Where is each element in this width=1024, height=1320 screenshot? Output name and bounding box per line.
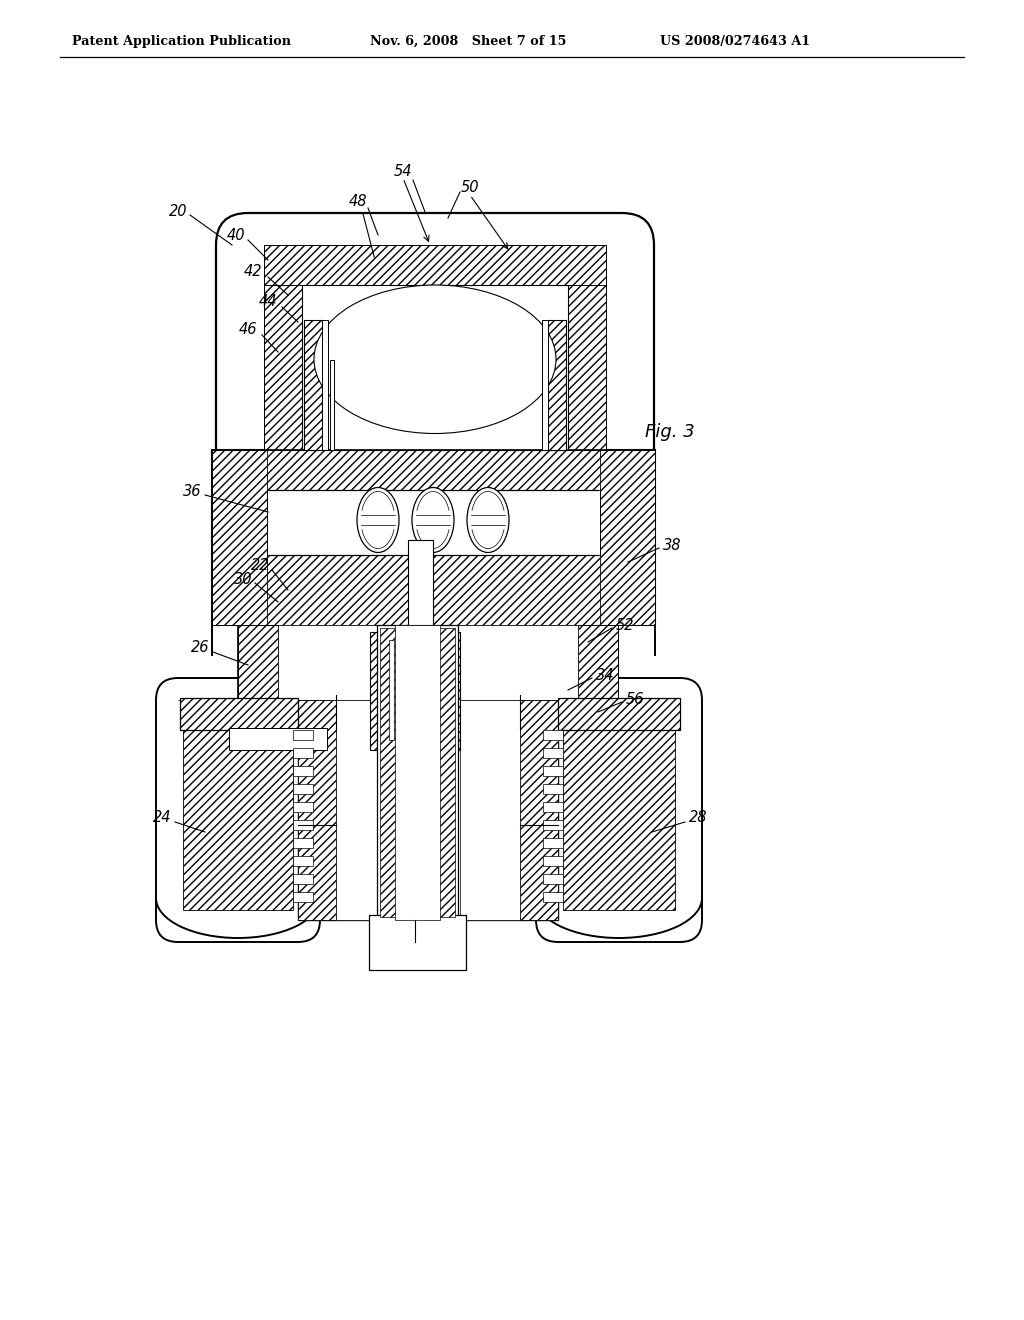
Polygon shape <box>293 784 313 795</box>
Bar <box>377 624 458 920</box>
Bar <box>229 729 327 750</box>
Text: 46: 46 <box>239 322 257 338</box>
Text: 20: 20 <box>169 205 187 219</box>
Bar <box>322 319 328 450</box>
Text: 42: 42 <box>244 264 262 280</box>
Polygon shape <box>293 748 313 758</box>
Bar <box>380 628 455 917</box>
Polygon shape <box>293 892 313 902</box>
Ellipse shape <box>412 487 454 553</box>
Polygon shape <box>543 838 563 847</box>
Polygon shape <box>543 766 563 776</box>
Bar <box>267 554 600 624</box>
Text: Fig. 3: Fig. 3 <box>645 422 694 441</box>
Bar <box>180 698 298 730</box>
Text: Patent Application Publication: Patent Application Publication <box>72 36 291 48</box>
Polygon shape <box>293 820 313 830</box>
Text: 54: 54 <box>394 165 413 180</box>
Bar <box>304 319 322 450</box>
Text: 36: 36 <box>182 484 202 499</box>
Bar <box>542 319 548 450</box>
Text: Nov. 6, 2008   Sheet 7 of 15: Nov. 6, 2008 Sheet 7 of 15 <box>370 36 566 48</box>
Ellipse shape <box>467 487 509 553</box>
Bar <box>412 640 417 741</box>
Bar <box>395 624 440 920</box>
Bar <box>403 640 410 741</box>
Bar <box>385 632 445 744</box>
Text: 28: 28 <box>689 810 708 825</box>
Bar <box>419 640 424 741</box>
Text: 40: 40 <box>226 227 246 243</box>
Polygon shape <box>543 892 563 902</box>
Text: 22: 22 <box>251 557 269 573</box>
Polygon shape <box>543 874 563 884</box>
Text: 34: 34 <box>596 668 614 682</box>
Bar <box>433 640 439 741</box>
Bar <box>563 710 675 909</box>
Bar <box>336 700 396 920</box>
Bar <box>520 700 558 920</box>
Text: 48: 48 <box>349 194 368 210</box>
Bar <box>370 632 460 750</box>
Polygon shape <box>543 748 563 758</box>
Bar <box>426 640 431 741</box>
Text: US 2008/0274643 A1: US 2008/0274643 A1 <box>660 36 810 48</box>
Polygon shape <box>293 838 313 847</box>
Bar <box>558 698 680 730</box>
Bar <box>267 450 600 624</box>
Bar <box>238 624 278 700</box>
Bar <box>264 285 302 450</box>
Ellipse shape <box>357 487 399 553</box>
Bar <box>264 246 606 285</box>
Text: 38: 38 <box>663 537 681 553</box>
FancyBboxPatch shape <box>216 213 654 482</box>
Text: 50: 50 <box>461 181 479 195</box>
Bar <box>298 700 336 920</box>
Text: 30: 30 <box>233 573 252 587</box>
Bar <box>548 319 566 450</box>
Bar <box>267 450 600 490</box>
Polygon shape <box>543 820 563 830</box>
Bar <box>578 624 618 700</box>
Text: 56: 56 <box>626 693 644 708</box>
Polygon shape <box>543 730 563 741</box>
Polygon shape <box>543 784 563 795</box>
Bar <box>396 640 401 741</box>
Text: 32: 32 <box>406 942 424 957</box>
Polygon shape <box>293 803 313 812</box>
Bar <box>408 540 433 624</box>
Text: 44: 44 <box>259 294 278 309</box>
Bar <box>298 700 558 920</box>
Text: 52: 52 <box>615 618 634 632</box>
Bar <box>183 710 293 909</box>
FancyBboxPatch shape <box>536 678 702 942</box>
Polygon shape <box>543 803 563 812</box>
Text: 26: 26 <box>190 640 209 656</box>
Polygon shape <box>293 766 313 776</box>
Bar <box>330 360 334 450</box>
Polygon shape <box>543 855 563 866</box>
Bar <box>212 450 267 624</box>
Polygon shape <box>293 730 313 741</box>
Bar <box>302 285 568 450</box>
FancyBboxPatch shape <box>156 678 319 942</box>
Text: 24: 24 <box>153 810 171 825</box>
Bar <box>212 450 655 624</box>
Bar <box>389 640 394 741</box>
Polygon shape <box>293 855 313 866</box>
Bar <box>398 700 458 920</box>
Polygon shape <box>293 874 313 884</box>
Bar <box>568 285 606 450</box>
Bar <box>460 700 520 920</box>
Ellipse shape <box>314 285 556 433</box>
Bar <box>369 915 466 970</box>
Bar <box>238 624 618 700</box>
Bar <box>600 450 655 624</box>
Bar <box>278 624 578 700</box>
